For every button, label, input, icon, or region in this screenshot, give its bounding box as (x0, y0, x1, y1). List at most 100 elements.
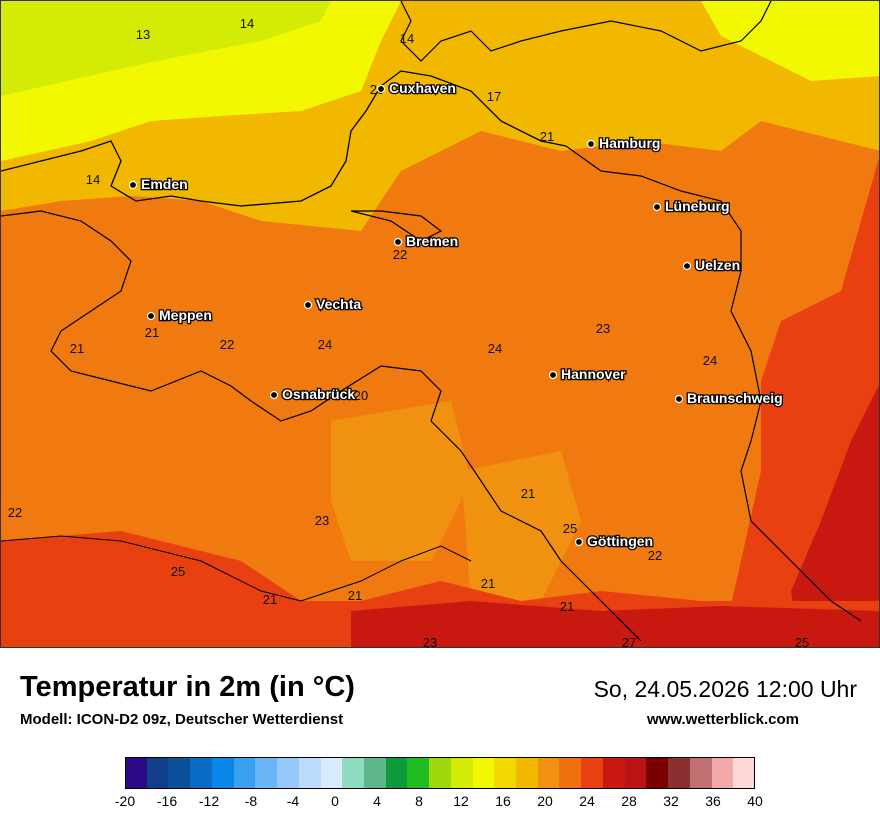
temperature-value: 22 (8, 505, 22, 520)
city-label: Bremen (406, 233, 458, 249)
legend-swatch (668, 757, 691, 789)
legend-swatch (450, 757, 474, 789)
legend-tick-label: 8 (415, 793, 423, 809)
legend-tick-label: 32 (663, 793, 679, 809)
temperature-value: 21 (145, 325, 159, 340)
website-link[interactable]: www.wetterblick.com (647, 711, 799, 728)
city-label: Uelzen (695, 257, 740, 273)
city-marker (269, 390, 279, 400)
temperature-value: 22 (393, 247, 407, 262)
legend-swatch (733, 757, 756, 789)
zone-26-east (791, 385, 879, 647)
city-marker (586, 139, 596, 149)
temperature-value: 14 (86, 172, 100, 187)
city-label: Meppen (159, 307, 212, 323)
temperature-value: 25 (171, 564, 185, 579)
legend-swatch (385, 757, 408, 789)
city-label: Göttingen (587, 533, 653, 549)
temperature-value: 24 (318, 337, 332, 352)
temperature-value: 17 (487, 89, 501, 104)
temperature-value: 23 (596, 321, 610, 336)
temperature-map: 1314141420172122212122242324202422212325… (0, 0, 880, 648)
zone-21-south-2 (461, 451, 581, 601)
zone-27-south (351, 601, 879, 647)
city-marker (674, 394, 684, 404)
legend-swatch (146, 757, 169, 789)
model-subtitle: Modell: ICON-D2 09z, Deutscher Wetterdie… (20, 711, 344, 728)
state-border-south (1, 535, 472, 602)
city-label: Osnabrück (282, 386, 355, 402)
zone-16-baltic (701, 1, 879, 81)
legend-frame (125, 757, 755, 789)
city-marker (303, 300, 313, 310)
temperature-value: 21 (70, 341, 84, 356)
legend-swatch (494, 757, 517, 789)
legend-swatch (646, 757, 669, 789)
city-marker (146, 311, 156, 321)
temperature-value: 14 (240, 16, 254, 31)
temperature-value: 24 (703, 353, 717, 368)
temperature-value: 21 (521, 486, 535, 501)
forecast-datetime: So, 24.05.2026 12:00 Uhr (593, 676, 857, 702)
city-label: Braunschweig (687, 390, 783, 406)
legend-swatch (342, 757, 365, 789)
state-border-north (400, 1, 772, 62)
city-label: Lüneburg (665, 198, 730, 214)
bremen-border (350, 210, 443, 242)
legend-swatch (689, 757, 713, 789)
legend-tick-labels: -20 -16 -12 -8 -4 0 4 8 12 16 20 24 28 32 36 40 (0, 793, 880, 813)
city-label: Emden (141, 176, 188, 192)
state-border-west (1, 210, 642, 642)
legend-swatch (407, 757, 430, 789)
temperature-value: 23 (315, 513, 329, 528)
city-marker (652, 202, 662, 212)
legend-swatch (255, 757, 278, 789)
legend-swatch (516, 757, 539, 789)
temperature-value: 25 (795, 635, 809, 648)
legend-swatch (559, 757, 582, 789)
city-marker (574, 537, 584, 547)
legend-swatch (472, 757, 495, 789)
city-label: Cuxhaven (389, 80, 456, 96)
legend-tick-label: 24 (579, 793, 595, 809)
legend-tick-label: -12 (198, 793, 220, 809)
legend-tick-label: -20 (114, 793, 136, 809)
city-markers: Cuxhaven Hamburg Emden Lüneburg Bremen Uelzen… (128, 79, 784, 550)
legend-swatch (363, 757, 387, 789)
city-marker (682, 261, 692, 271)
legend-swatch (125, 757, 148, 789)
legend-swatch (624, 757, 647, 789)
temperature-value: 25 (563, 521, 577, 536)
temperature-value: 13 (136, 27, 150, 42)
legend-tick-label: 12 (453, 793, 469, 809)
legend-swatch (211, 757, 235, 789)
legend-tick-label: -8 (244, 793, 258, 809)
temperature-value: 27 (622, 635, 636, 648)
temperature-value: 21 (560, 599, 574, 614)
city-marker (548, 370, 558, 380)
temperature-value: 22 (648, 548, 662, 563)
color-legend (125, 757, 756, 789)
temperature-value: 20 (354, 388, 368, 403)
legend-tick-label: -16 (156, 793, 178, 809)
legend-tick-label: 0 (331, 793, 339, 809)
temperature-value: 14 (400, 31, 414, 46)
legend-swatch (233, 757, 256, 789)
temperature-value: 21 (481, 576, 495, 591)
legend-swatch (602, 757, 626, 789)
temperature-value: 21 (540, 129, 554, 144)
state-border-east (565, 145, 862, 622)
city-label: Hannover (561, 366, 626, 382)
legend-swatch (190, 757, 213, 789)
temperature-value: 23 (423, 635, 437, 648)
coastline (1, 70, 567, 207)
legend-tick-label: -4 (286, 793, 300, 809)
legend-tick-label: 40 (747, 793, 763, 809)
legend-tick-label: 4 (373, 793, 381, 809)
legend-swatch (298, 757, 321, 789)
temperature-value: 21 (263, 592, 277, 607)
zone-14-sea (1, 1, 331, 96)
temperature-value: 22 (220, 337, 234, 352)
city-marker (376, 84, 386, 94)
legend-swatch (320, 757, 343, 789)
